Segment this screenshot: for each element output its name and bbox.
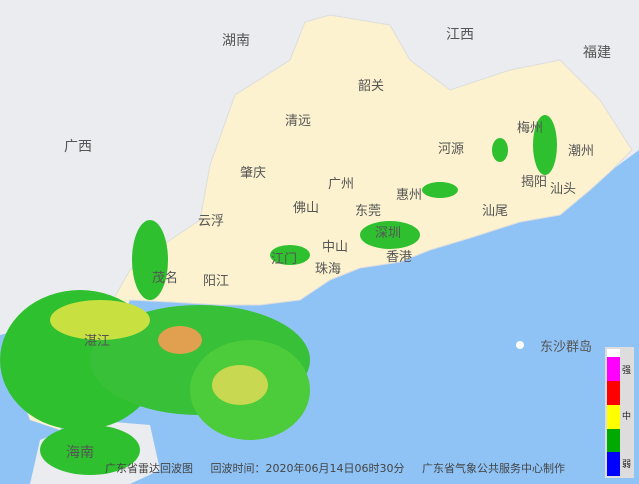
- label-dongsha-islands: 东沙群岛: [540, 340, 593, 355]
- label-hongkong: 香港: [386, 250, 413, 265]
- radar-echoes: [0, 115, 557, 475]
- label-fujian: 福建: [583, 45, 611, 61]
- label-huizhou: 惠州: [396, 188, 423, 203]
- legend-swatch-magenta: [607, 357, 620, 381]
- label-zhongshan: 中山: [322, 240, 349, 255]
- legend-swatch-green: [607, 429, 620, 452]
- legend-medium: 中: [622, 412, 632, 422]
- label-jiangxi: 江西: [446, 27, 474, 43]
- label-guangzhou: 广州: [328, 177, 355, 192]
- label-zhuhai: 珠海: [315, 262, 342, 277]
- legend-swatch-red: [607, 381, 620, 405]
- label-shantou: 汕头: [550, 182, 577, 197]
- label-shanwei: 汕尾: [482, 204, 509, 219]
- label-shenzhen: 深圳: [375, 226, 402, 241]
- label-dongguan: 东莞: [355, 204, 382, 219]
- label-guangxi: 广西: [64, 139, 92, 155]
- guangdong-province: [108, 14, 633, 306]
- label-zhanjiang: 湛江: [84, 334, 111, 349]
- label-qingyuan: 清远: [285, 114, 312, 129]
- label-chaozhou: 潮州: [568, 144, 595, 159]
- label-foshan: 佛山: [293, 201, 320, 216]
- label-heyuan: 河源: [438, 142, 465, 157]
- label-hunan: 湖南: [222, 33, 250, 49]
- intensity-legend: 强 中 弱: [605, 347, 634, 478]
- label-meizhou: 梅州: [517, 121, 544, 136]
- legend-swatch-white: [607, 349, 620, 357]
- caption-producer: 广东省气象公共服务中心制作: [421, 462, 565, 475]
- label-jieyang: 揭阳: [521, 175, 548, 190]
- legend-weak: 弱: [622, 460, 632, 470]
- label-maoming: 茂名: [152, 271, 179, 286]
- label-jiangmen: 江门: [271, 252, 298, 267]
- legend-swatch-blue: [607, 452, 620, 476]
- label-yangjiang: 阳江: [203, 274, 230, 289]
- map-caption: 广东省雷达回波图 回波时间：2020年06月14日06时30分 广东省气象公共服…: [105, 460, 579, 476]
- caption-title: 广东省雷达回波图: [105, 462, 193, 475]
- label-yunfu: 云浮: [198, 214, 225, 229]
- caption-time: 回波时间：2020年06月14日06时30分: [210, 462, 405, 475]
- label-hainan: 海南: [66, 445, 94, 461]
- legend-strong: 强: [622, 366, 632, 376]
- label-zhaoqing: 肇庆: [240, 166, 267, 181]
- legend-swatch-yellow: [607, 405, 620, 429]
- label-shaoguan: 韶关: [358, 79, 385, 94]
